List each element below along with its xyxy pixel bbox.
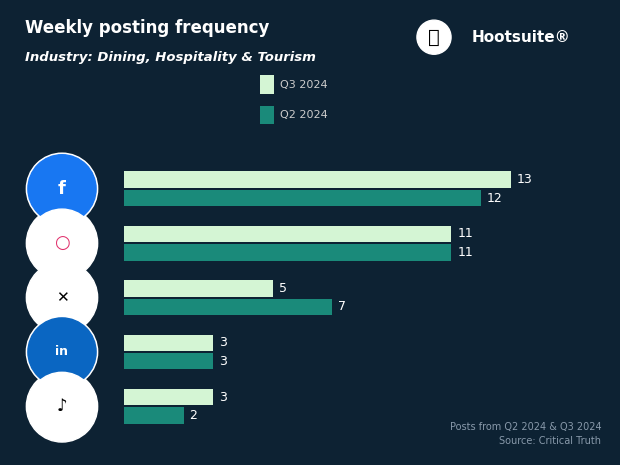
Text: 11: 11 [458,227,473,240]
Bar [124,226,451,242]
Text: 12: 12 [487,192,503,205]
Text: Posts from Q2 2024 & Q3 2024
Source: Critical Truth: Posts from Q2 2024 & Q3 2024 Source: Cri… [450,422,601,446]
Bar [124,353,213,369]
Bar [124,172,511,188]
Bar [124,335,213,351]
Text: 13: 13 [517,173,533,186]
Text: ✕: ✕ [56,290,68,305]
Bar [124,244,451,260]
Text: 3: 3 [219,336,227,349]
Bar [124,190,481,206]
Text: 3: 3 [219,355,227,368]
Text: ♪: ♪ [56,398,68,415]
Text: f: f [58,180,66,198]
Bar [124,280,273,297]
Text: 11: 11 [458,246,473,259]
Text: Hootsuite®: Hootsuite® [471,30,570,45]
Text: Q3 2024: Q3 2024 [280,80,328,90]
Text: 5: 5 [279,282,287,295]
Text: ○: ○ [54,234,70,252]
Text: Q2 2024: Q2 2024 [280,110,328,120]
Text: Weekly posting frequency: Weekly posting frequency [25,19,269,37]
Text: in: in [56,345,68,359]
Bar [124,407,184,424]
Text: 🦉: 🦉 [428,28,440,46]
Bar [124,389,213,405]
Text: 7: 7 [339,300,347,313]
Text: Industry: Dining, Hospitality & Tourism: Industry: Dining, Hospitality & Tourism [25,51,316,64]
Text: 3: 3 [219,391,227,404]
Bar [124,299,332,315]
Text: 2: 2 [190,409,197,422]
